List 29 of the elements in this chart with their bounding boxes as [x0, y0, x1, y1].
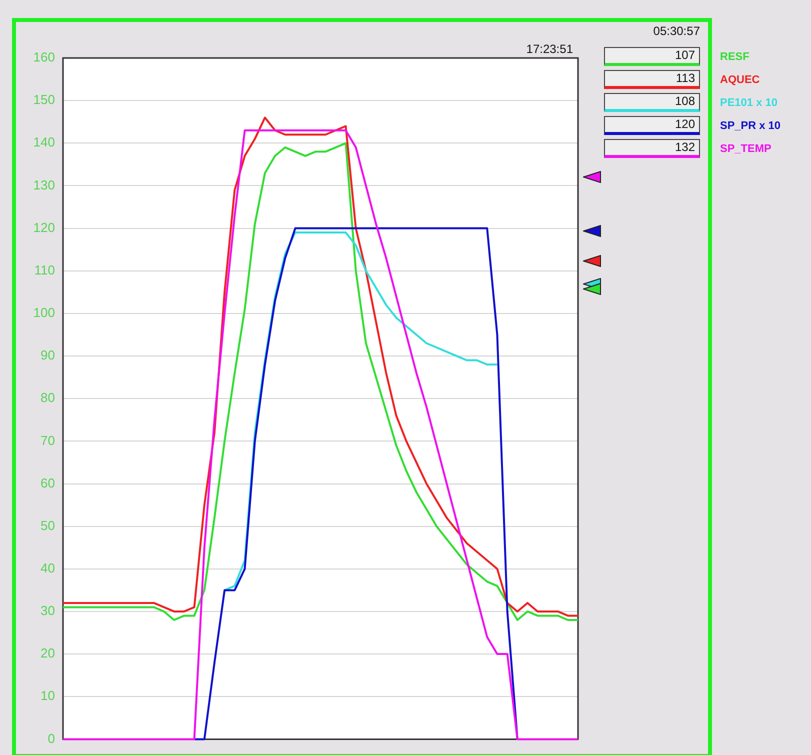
- text: AQUEC: [720, 74, 760, 86]
- y-tick-label: 10: [40, 688, 55, 704]
- y-tick-label: 50: [40, 518, 55, 533]
- text: 107: [674, 48, 695, 62]
- text: 05:30:57: [652, 24, 700, 38]
- y-tick-label: 130: [33, 177, 55, 192]
- y-tick-label: 80: [40, 390, 55, 406]
- text: 120: [674, 117, 695, 131]
- text: SP_TEMP: [720, 142, 772, 154]
- y-tick-label: 70: [40, 432, 55, 448]
- text: 132: [674, 140, 695, 154]
- y-tick-label: 150: [33, 92, 55, 108]
- y-tick-label: 160: [33, 50, 55, 65]
- y-tick-label: 110: [34, 262, 55, 278]
- y-tick-label: 30: [40, 603, 55, 618]
- text: 17:23:51: [525, 42, 573, 56]
- y-tick-label: 60: [40, 475, 55, 490]
- text: RESF: [720, 50, 750, 62]
- y-tick-label: 90: [40, 348, 55, 363]
- y-tick-label: 20: [40, 646, 55, 661]
- text: PE101 x 10: [720, 96, 778, 108]
- text: SP_PR x 10: [720, 120, 781, 132]
- y-tick-label: 100: [33, 305, 55, 320]
- y-tick-label: 140: [33, 134, 55, 150]
- y-tick-label: 0: [48, 730, 55, 746]
- text: 108: [674, 94, 695, 108]
- y-tick-label: 120: [33, 220, 55, 235]
- text: 113: [676, 71, 695, 85]
- y-tick-label: 40: [40, 560, 55, 576]
